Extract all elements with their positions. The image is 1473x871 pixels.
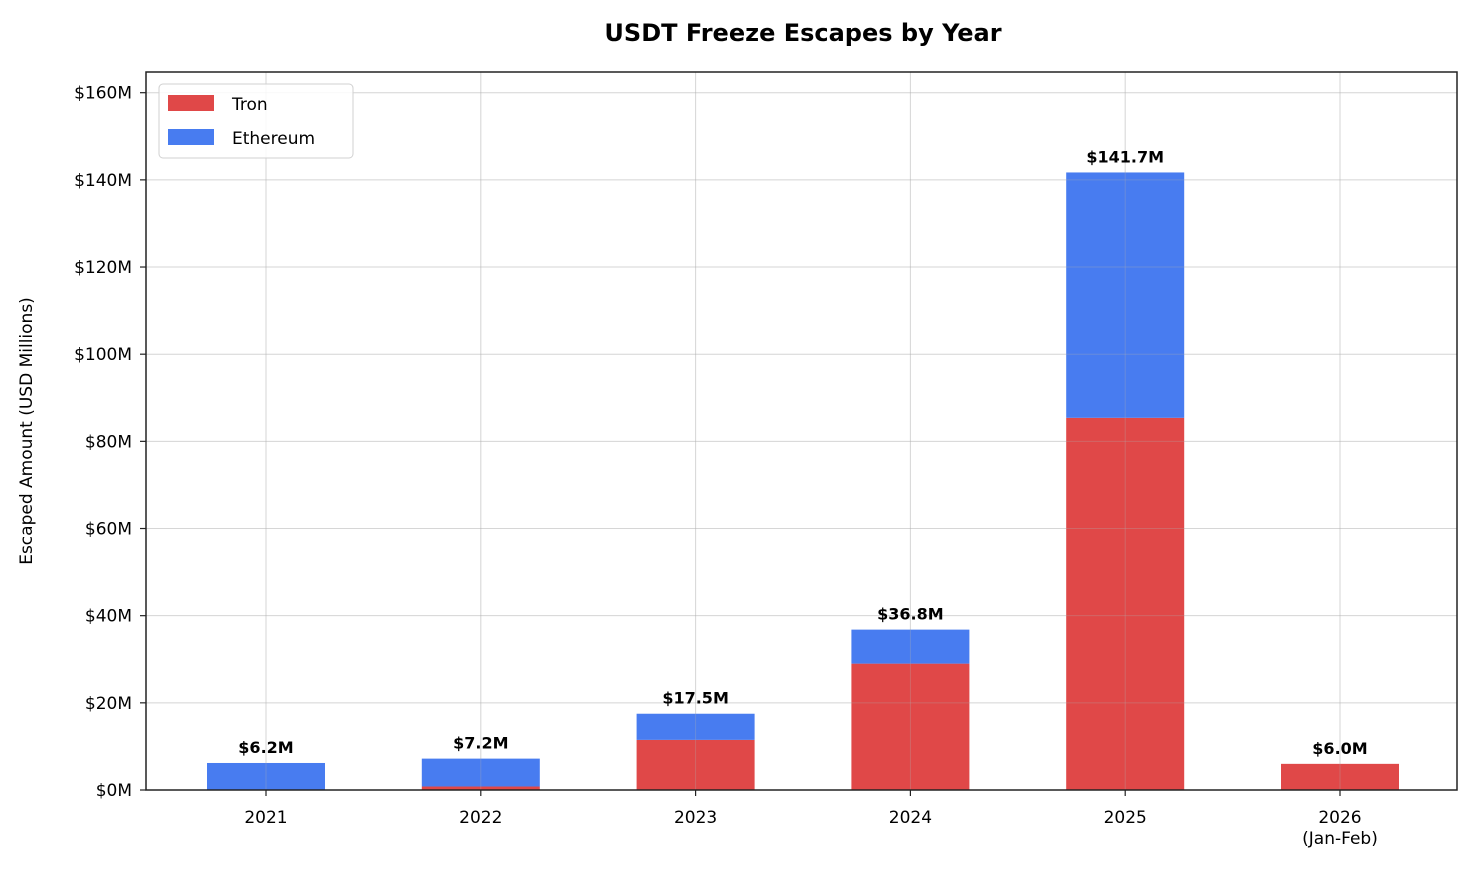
bar-total-label: $6.2M [238,738,293,757]
y-tick-label: $120M [74,258,132,278]
bar-segment-tron [1066,417,1185,790]
bar-total-labels: $6.2M $7.2M $17.5M $36.8M $141.7M $6.0M [238,147,1367,757]
y-axis: $0M $20M $40M $60M $80M $100M $120M $140M $160M [74,84,146,801]
bar-total-label: $7.2M [453,734,508,753]
legend-label-tron: Tron [231,95,268,115]
y-tick-label: $160M [74,84,132,104]
y-tick-label: $80M [85,432,132,452]
y-tick-label: $140M [74,171,132,191]
bars [207,172,1399,790]
x-tick-label: 2022 [459,808,502,828]
y-tick-label: $40M [85,607,132,627]
bar-segment-ethereum [207,762,325,790]
y-axis-label: Escaped Amount (USD Millions) [17,297,37,565]
bar-segment-tron [636,739,755,790]
x-tick-label: (Jan-Feb) [1302,829,1378,849]
x-tick-label: 2021 [244,808,287,828]
bar-total-label: $36.8M [877,605,944,624]
legend-swatch-ethereum [168,129,214,145]
bar-total-label: $17.5M [662,689,729,708]
bar-segment-ethereum [851,629,970,664]
x-axis: 2021 2022 2023 2024 2025 2026(Jan-Feb) [244,790,1378,849]
legend: Tron Ethereum [158,83,354,159]
x-tick-label: 2023 [674,808,717,828]
bar-segment-tron [421,786,540,790]
bar-segment-ethereum [636,713,755,740]
y-tick-label: $60M [85,520,132,540]
chart-title: USDT Freeze Escapes by Year [604,19,1001,47]
bar-segment-ethereum [1066,172,1185,418]
legend-label-ethereum: Ethereum [232,129,315,149]
gridlines-overlay [146,72,1457,791]
bar-segment-tron [851,663,970,790]
bar-segment-ethereum [421,758,540,787]
bar-total-label: $141.7M [1086,147,1164,166]
x-tick-label: 2026 [1318,808,1361,828]
legend-swatch-tron [168,95,214,111]
bar-total-label: $6.0M [1312,739,1367,758]
x-tick-label: 2025 [1104,808,1147,828]
y-tick-label: $20M [85,694,132,714]
bar-segment-tron [1281,763,1399,790]
y-tick-label: $100M [74,345,132,365]
plot-frame [145,71,1458,791]
x-tick-label: 2024 [889,808,932,828]
y-tick-label: $0M [96,781,132,801]
